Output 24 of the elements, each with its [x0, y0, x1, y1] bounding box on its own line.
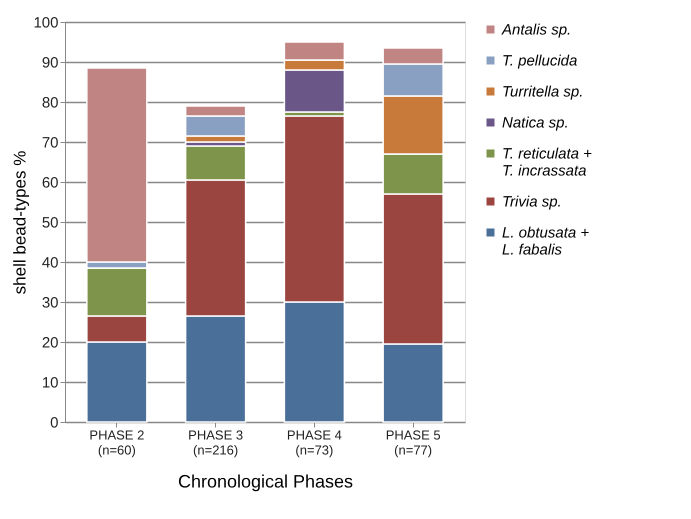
y-tick-label: 80: [42, 94, 58, 112]
y-tick-label: 20: [42, 334, 58, 352]
x-tick-label: PHASE 4 (n=73): [286, 428, 342, 458]
y-tick-label: 30: [42, 294, 58, 312]
legend-label: L. obtusata + L. fabalis: [502, 224, 590, 258]
y-tick-label: 100: [33, 14, 58, 32]
legend-label: T. pellucida: [502, 52, 578, 70]
x-axis-title: Chronological Phases: [178, 472, 354, 492]
x-tick-label: PHASE 2 (n=60): [89, 428, 144, 458]
y-axis-title: shell bead-types %: [10, 150, 30, 294]
legend-label: Antalis sp.: [501, 22, 572, 38]
y-tick-label: 40: [42, 254, 58, 272]
legend-label: Natica sp.: [502, 114, 569, 132]
y-tick-label: 10: [42, 374, 58, 392]
x-tick-label: PHASE 3 (n=216): [188, 428, 244, 458]
y-tick-label: 90: [42, 54, 58, 72]
legend-label: Turritella sp.: [502, 84, 584, 100]
x-tick-label: PHASE 5 (n=77): [386, 428, 441, 458]
legend-label: T. reticulata + T. incrassata: [502, 146, 592, 180]
y-tick-label: 70: [42, 134, 58, 152]
y-tick-label: 0: [50, 414, 58, 432]
legend-label: Trivia sp.: [502, 194, 562, 210]
y-tick-label: 50: [42, 214, 58, 232]
y-tick-label: 60: [42, 174, 58, 192]
